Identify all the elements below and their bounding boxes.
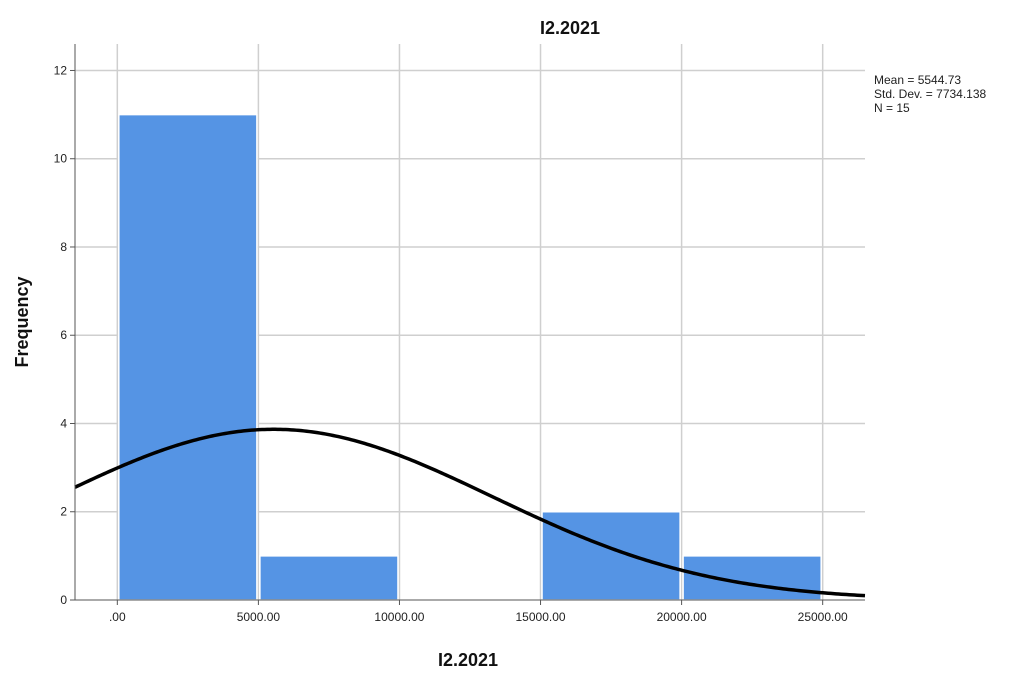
x-axis-label: I2.2021 bbox=[438, 650, 498, 670]
y-tick-label-1: 2 bbox=[60, 505, 67, 519]
tick-labels: 0 2 4 6 8 10 12 .00 5000.00 10000.00 15000.00 20000… bbox=[54, 63, 848, 624]
histogram-bars bbox=[118, 113, 822, 601]
x-tick-label-4: 20000.00 bbox=[657, 610, 707, 624]
histogram-bar-0 bbox=[118, 113, 258, 601]
x-tick-label-1: 5000.00 bbox=[237, 610, 281, 624]
y-tick-label-0: 0 bbox=[60, 593, 67, 607]
x-tick-label-0: .00 bbox=[109, 610, 126, 624]
axes bbox=[74, 44, 865, 601]
y-tick-label-3: 6 bbox=[60, 328, 67, 342]
y-tick-label-5: 10 bbox=[54, 152, 68, 166]
chart-title: I2.2021 bbox=[540, 18, 600, 38]
y-axis-label: Frequency bbox=[12, 276, 32, 367]
stats-std-dev: Std. Dev. = 7734.138 bbox=[874, 87, 987, 101]
stats-n: N = 15 bbox=[874, 101, 910, 115]
x-tick-label-3: 15000.00 bbox=[516, 610, 566, 624]
x-tick-label-5: 25000.00 bbox=[798, 610, 848, 624]
y-tick-label-4: 8 bbox=[60, 240, 67, 254]
histogram-bar-3 bbox=[541, 510, 681, 601]
histogram-bar-4 bbox=[682, 555, 822, 601]
histogram-bar-1 bbox=[259, 555, 399, 601]
y-tick-label-6: 12 bbox=[54, 63, 68, 77]
stats-mean: Mean = 5544.73 bbox=[874, 73, 961, 87]
y-tick-label-2: 4 bbox=[60, 416, 67, 430]
stats-box: Mean = 5544.73 Std. Dev. = 7734.138 N = … bbox=[874, 73, 987, 115]
normal-curve bbox=[74, 427, 866, 598]
normal-curve-layer bbox=[74, 427, 866, 598]
x-tick-label-2: 10000.00 bbox=[374, 610, 424, 624]
